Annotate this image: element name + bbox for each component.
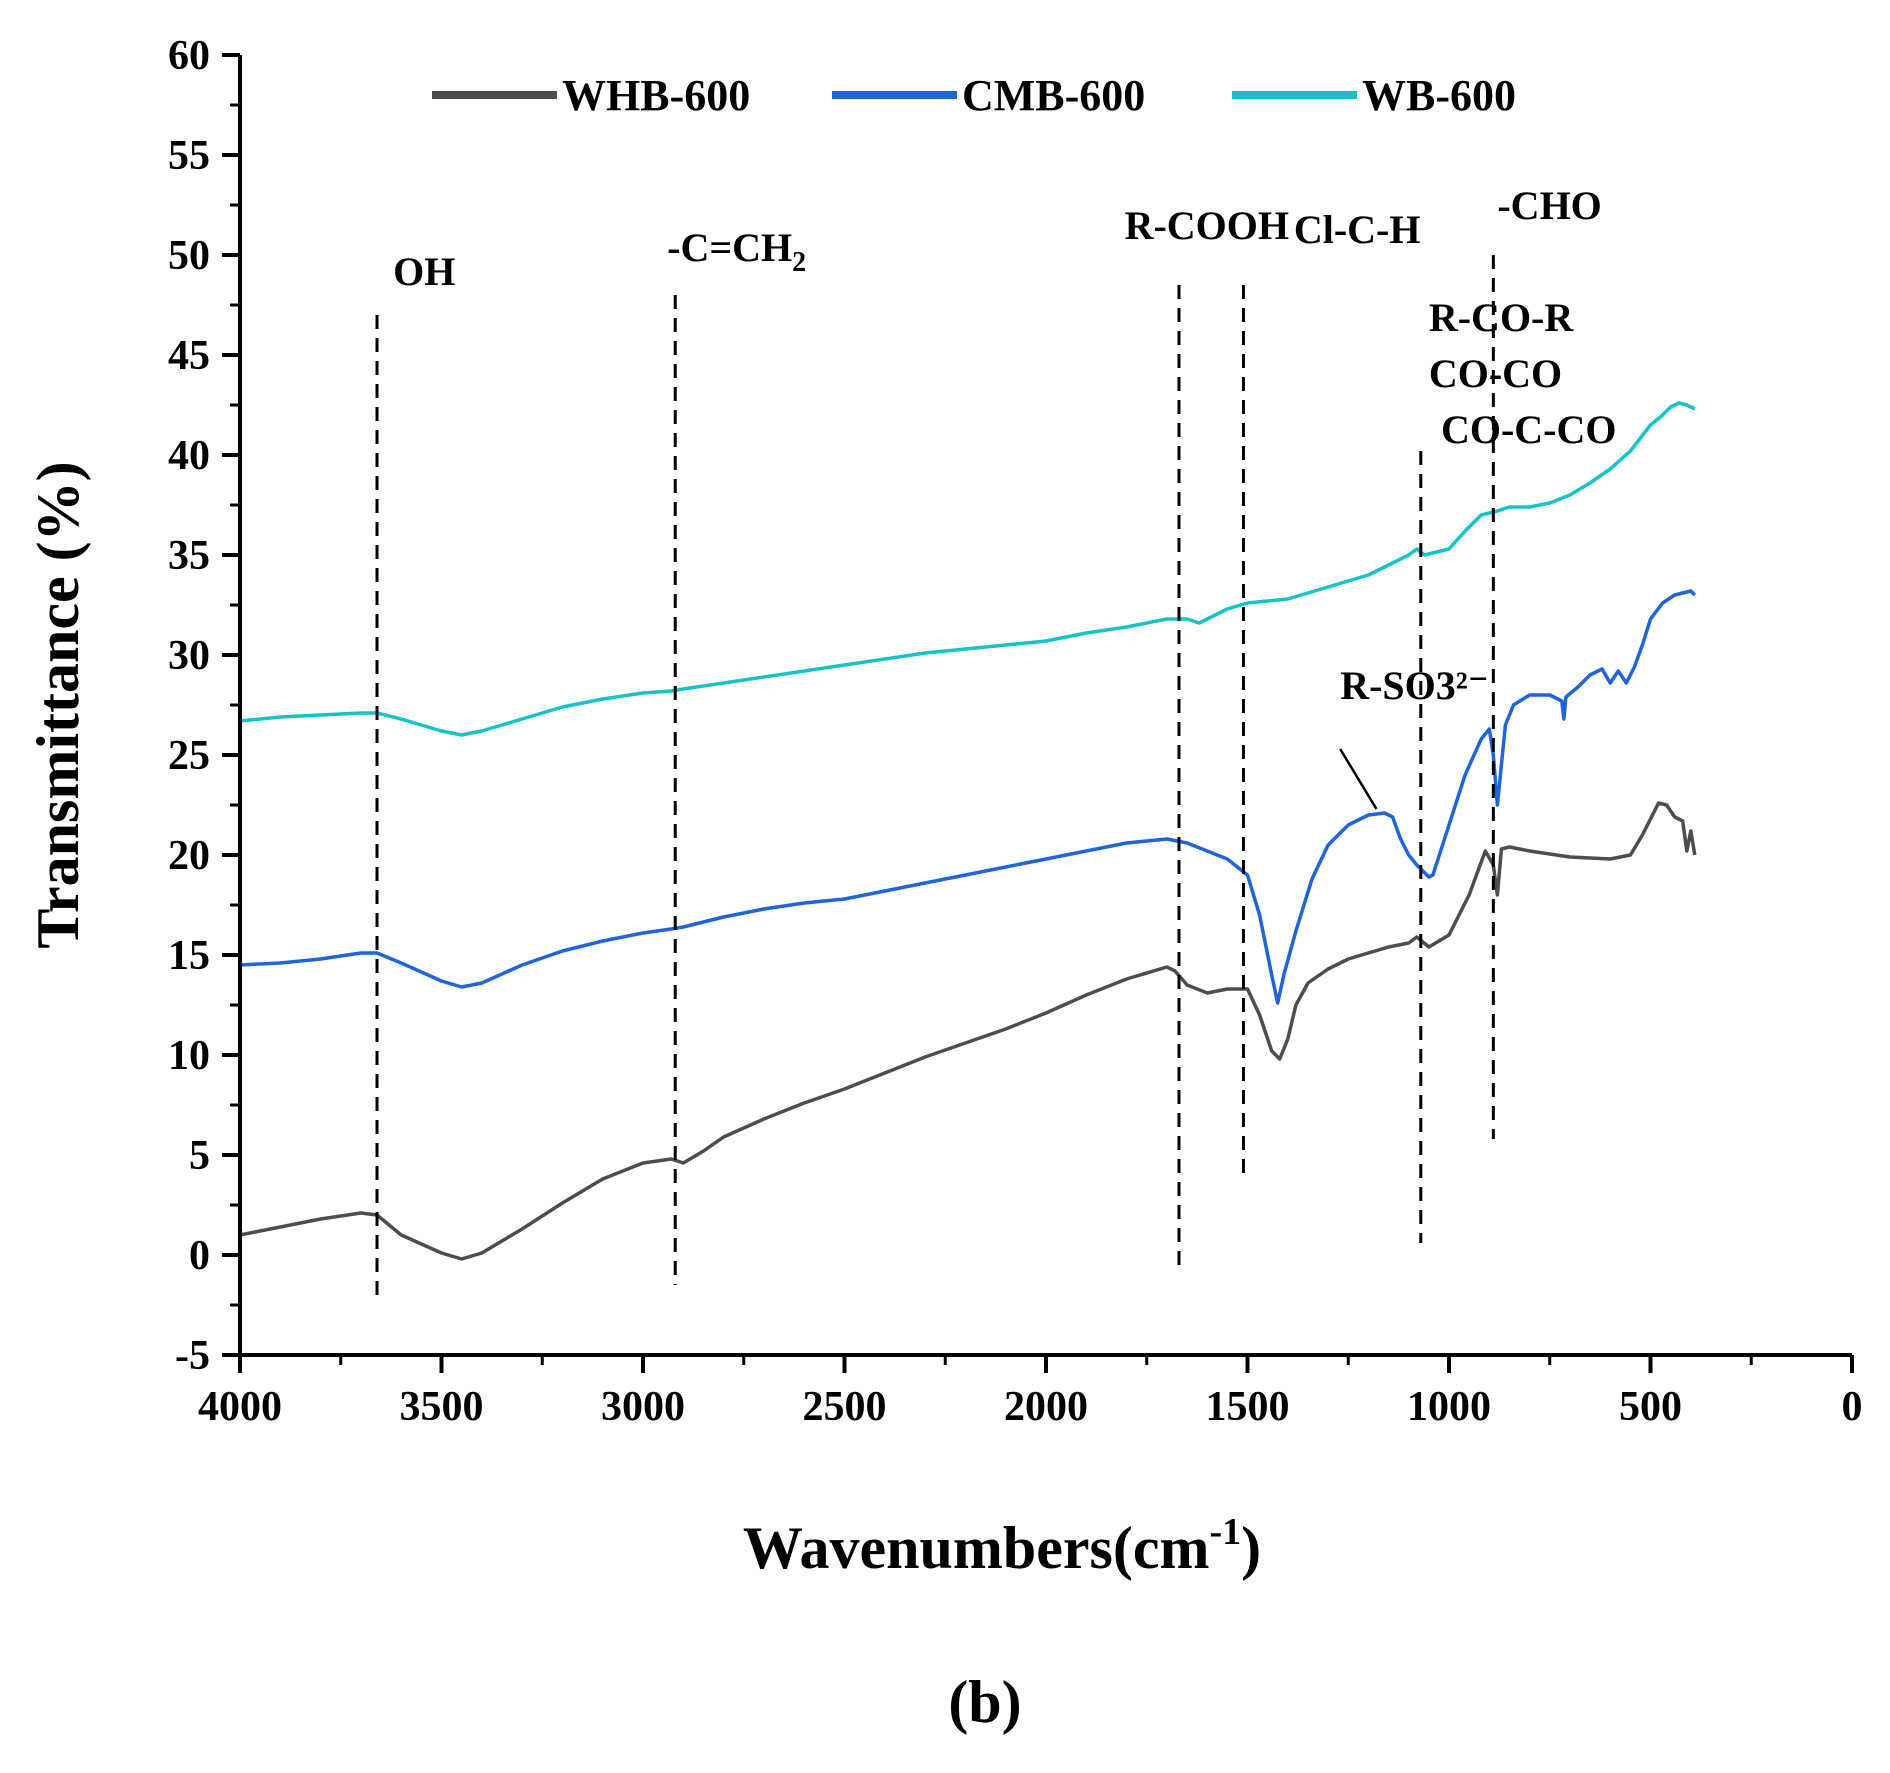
x-tick-label: 1500: [1206, 1384, 1290, 1430]
x-tick-label: 500: [1619, 1384, 1682, 1430]
annotation-label: CO-C-CO: [1441, 407, 1617, 452]
x-tick-label: 2500: [803, 1384, 887, 1430]
x-axis-title-main: Wavenumbers(cm: [743, 1515, 1210, 1581]
y-tick-label: 0: [189, 1233, 210, 1279]
x-tick-label: 0: [1842, 1384, 1863, 1430]
x-axis-title-tail: ): [1241, 1515, 1261, 1581]
annotation-label: R-COOH: [1125, 203, 1289, 248]
x-axis-title: Wavenumbers(cm-1): [743, 1511, 1261, 1581]
panel-label: (b): [948, 1669, 1021, 1735]
y-tick-label: 10: [168, 1033, 210, 1079]
x-tick-label: 1000: [1407, 1384, 1491, 1430]
y-tick-label: 60: [168, 33, 210, 79]
y-axis-title: Transmittance (%): [25, 461, 91, 948]
y-tick-label: 25: [168, 733, 210, 779]
legend: WHB-600 CMB-600 WB-600: [432, 71, 1516, 120]
tick-marks: [222, 53, 1854, 1373]
x-axis-title-superscript: -1: [1209, 1511, 1241, 1553]
y-tick-label: 50: [168, 233, 210, 279]
annotation-label: R-CO-R: [1429, 295, 1575, 340]
series-line-cmb-600: [239, 589, 1697, 1005]
annotation-label: CO-CO: [1429, 351, 1562, 396]
annotation-label: R-SO3²⁻: [1340, 663, 1489, 708]
y-tick-label: 20: [168, 833, 210, 879]
legend-label-wb-600: WB-600: [1362, 71, 1516, 120]
annotation-label: -CHO: [1497, 183, 1601, 228]
y-tick-label: 40: [168, 433, 210, 479]
x-tick-label: 3500: [400, 1384, 484, 1430]
y-tick-label: 45: [168, 333, 210, 379]
x-tick-label: 2000: [1004, 1384, 1088, 1430]
y-tick-label: 15: [168, 933, 210, 979]
annotation-label: Cl-C-H: [1294, 207, 1421, 252]
x-tick-label: 4000: [198, 1384, 282, 1430]
y-tick-label: 5: [189, 1133, 210, 1179]
series-lines: [239, 401, 1697, 1261]
legend-label-cmb-600: CMB-600: [962, 71, 1145, 120]
y-tick-label: 55: [168, 133, 210, 179]
tick-labels: -5 0 5 10 15 20 25 30 35 40 45 50 55 60 4000 3500 3000 25…: [168, 33, 1863, 1430]
annotations: OH -C=CH2 R-COOH Cl-C-HR-CO-R CO-CO CO-C-CO -C…: [393, 183, 1617, 810]
y-tick-label: 35: [168, 533, 210, 579]
legend-label-whb-600: WHB-600: [562, 71, 750, 120]
annotation-label: -C=CH2: [667, 225, 806, 278]
series-line-whb-600: [239, 801, 1697, 1261]
annotation-label: OH: [393, 249, 455, 294]
annotation-guide-lines: [375, 255, 1495, 1303]
x-tick-label: 3000: [601, 1384, 685, 1430]
y-tick-label: 30: [168, 633, 210, 679]
annotation-pointer-line: [1339, 748, 1378, 810]
series-line-wb-600: [239, 401, 1696, 737]
y-tick-label: -5: [175, 1333, 210, 1379]
